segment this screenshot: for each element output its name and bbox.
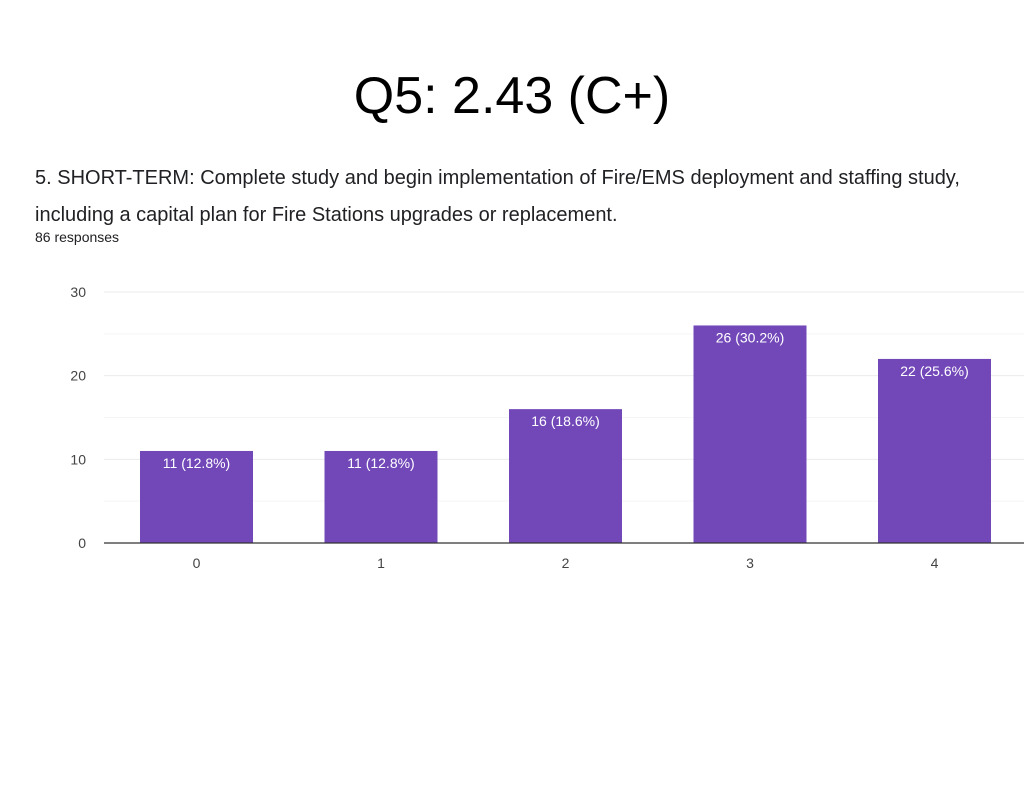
y-tick-label: 10 — [70, 451, 86, 467]
y-tick-label: 0 — [78, 535, 86, 551]
bar-0 — [140, 450, 253, 543]
bar-data-label: 11 (12.8%) — [163, 455, 230, 471]
x-tick-label: 2 — [562, 555, 570, 571]
bar-data-label: 26 (30.2%) — [716, 329, 784, 345]
x-tick-label: 1 — [377, 555, 385, 571]
x-tick-label: 0 — [193, 555, 201, 571]
bar-2 — [509, 409, 622, 543]
bar-4 — [878, 358, 991, 543]
x-tick-label: 4 — [931, 555, 939, 571]
bar-3 — [693, 325, 807, 543]
page-title: Q5: 2.43 (C+) — [353, 67, 671, 125]
y-tick-label: 30 — [70, 284, 86, 300]
bar-data-label: 22 (25.6%) — [900, 363, 968, 379]
question-text: 5. SHORT-TERM: Complete study and begin … — [35, 167, 960, 226]
bar-data-label: 16 (18.6%) — [531, 413, 599, 429]
bar-1 — [324, 450, 438, 543]
bar-data-label: 11 (12.8%) — [347, 455, 414, 471]
x-tick-label: 3 — [746, 555, 754, 571]
y-tick-label: 20 — [70, 368, 86, 384]
response-count: 86 responses — [35, 229, 120, 245]
